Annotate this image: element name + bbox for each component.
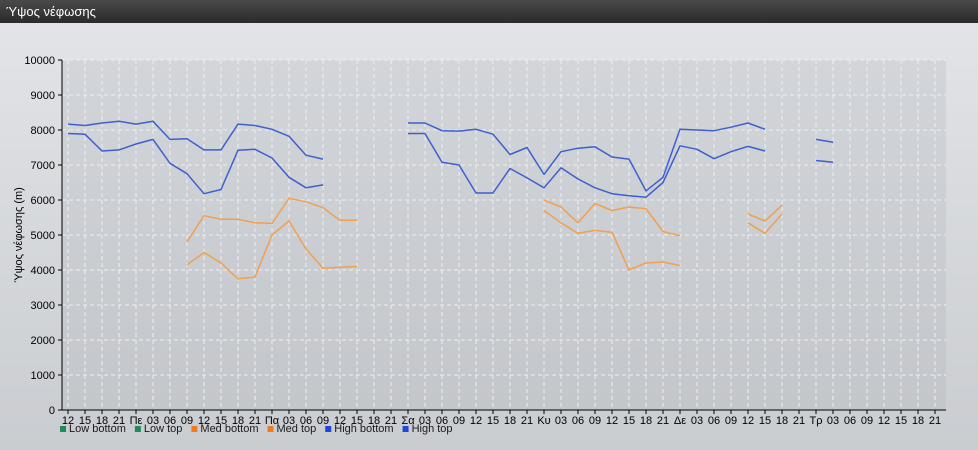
- x-tick-label: 12: [878, 415, 890, 427]
- series-line-3: [747, 204, 783, 222]
- x-tick-label: 03: [419, 415, 431, 427]
- x-tick-label: 18: [776, 415, 788, 427]
- x-tick-label: 03: [827, 415, 839, 427]
- legend-label: Low top: [144, 423, 183, 435]
- series-line-4: [408, 132, 766, 198]
- legend-swatch: [325, 426, 332, 432]
- legend-label: High top: [412, 423, 453, 435]
- x-tick-label: 12: [606, 415, 618, 427]
- series-line-3: [186, 197, 357, 243]
- x-tick-label: 15: [895, 415, 907, 427]
- x-tick-label: Τρ: [810, 415, 823, 427]
- y-axis-label: Ύψος νέφωσης (m): [13, 187, 25, 283]
- x-tick-label: 18: [232, 415, 244, 427]
- series-line-5: [67, 120, 324, 160]
- x-tick-label: 06: [300, 415, 312, 427]
- chart-area: 0 1000 2000 3000 4000 5000 6000 7000 8000 9000 100…: [0, 23, 978, 450]
- x-tick-label: 03: [283, 415, 295, 427]
- legend-swatch: [267, 426, 274, 432]
- series-line-2: [747, 213, 783, 235]
- x-tick-label: 18: [640, 415, 652, 427]
- x-tick-label: 03: [555, 415, 567, 427]
- x-tick-label: 09: [181, 415, 193, 427]
- x-tick-label: 15: [351, 415, 363, 427]
- x-tick-label: 18: [912, 415, 924, 427]
- x-tick-label: 12: [198, 415, 210, 427]
- x-tick-label: 15: [487, 415, 499, 427]
- x-tick-label: 21: [793, 415, 805, 427]
- legend-label: High bottom: [334, 423, 393, 435]
- y-tick-label: 3000: [31, 300, 55, 312]
- x-tick-label: 03: [147, 415, 159, 427]
- x-tick-label: 18: [96, 415, 108, 427]
- legend-label: Low bottom: [69, 423, 126, 435]
- y-tick-label: 5000: [31, 230, 55, 242]
- y-tick-label: 4000: [31, 265, 55, 277]
- legend-label: Med bottom: [200, 423, 258, 435]
- x-tick-label: 03: [691, 415, 703, 427]
- y-tick-label: 1000: [31, 370, 55, 382]
- x-tick-label: 09: [317, 415, 329, 427]
- x-tick-label: Πα: [265, 415, 280, 427]
- series-line-5: [815, 138, 834, 144]
- x-tick-label: 21: [521, 415, 533, 427]
- x-tick-label: 21: [929, 415, 941, 427]
- y-tick-label: 2000: [31, 335, 55, 347]
- y-tick-label: 0: [49, 405, 55, 417]
- y-tick-label: 9000: [31, 90, 55, 102]
- x-tick-label: 06: [436, 415, 448, 427]
- legend-swatch: [191, 426, 198, 432]
- x-tick-label: 06: [708, 415, 720, 427]
- x-tick-label: 12: [470, 415, 482, 427]
- x-tick-label: 09: [589, 415, 601, 427]
- x-tick-label: 21: [385, 415, 397, 427]
- x-tick-label: 21: [657, 415, 669, 427]
- x-tick-label: 21: [249, 415, 261, 427]
- title-bar: Ύψος νέφωσης: [0, 0, 978, 24]
- x-tick-label: 15: [215, 415, 227, 427]
- x-tick-label: 09: [861, 415, 873, 427]
- y-tick-label: 10000: [24, 55, 55, 67]
- y-tick-label: 7000: [31, 160, 55, 172]
- x-tick-label: 06: [844, 415, 856, 427]
- x-tick-label: 12: [62, 415, 74, 427]
- x-tick-label: 12: [742, 415, 754, 427]
- x-tick-label: 06: [572, 415, 584, 427]
- legend-label: Med top: [277, 423, 317, 435]
- x-tick-label: 15: [623, 415, 635, 427]
- x-tick-label: Σα: [401, 415, 415, 427]
- y-tick-label: 6000: [31, 195, 55, 207]
- series-line-2: [543, 209, 681, 271]
- x-tick-label: 18: [504, 415, 516, 427]
- x-tick-label: Κυ: [537, 415, 550, 427]
- x-tick-label: 18: [368, 415, 380, 427]
- series-line-3: [543, 199, 681, 237]
- x-tick-label: Πε: [130, 415, 143, 427]
- x-tick-label: 09: [725, 415, 737, 427]
- series-line-4: [67, 132, 324, 195]
- cloud-height-chart: 0 1000 2000 3000 4000 5000 6000 7000 8000 9000 100…: [13, 55, 946, 435]
- y-tick-label: 8000: [31, 125, 55, 137]
- series-line-5: [408, 122, 766, 192]
- x-tick-label: 15: [759, 415, 771, 427]
- x-tick-label: 06: [164, 415, 176, 427]
- x-tick-label: 15: [79, 415, 91, 427]
- series-line-4: [815, 159, 834, 163]
- legend-swatch: [402, 426, 409, 432]
- x-tick-label: Δε: [674, 415, 686, 427]
- legend-swatch: [60, 426, 66, 432]
- legend-swatch: [134, 426, 141, 432]
- x-tick-label: 21: [113, 415, 125, 427]
- x-tick-label: 12: [334, 415, 346, 427]
- x-tick-label: 09: [453, 415, 465, 427]
- window-title: Ύψος νέφωσης: [6, 4, 96, 19]
- series-line-2: [186, 220, 358, 280]
